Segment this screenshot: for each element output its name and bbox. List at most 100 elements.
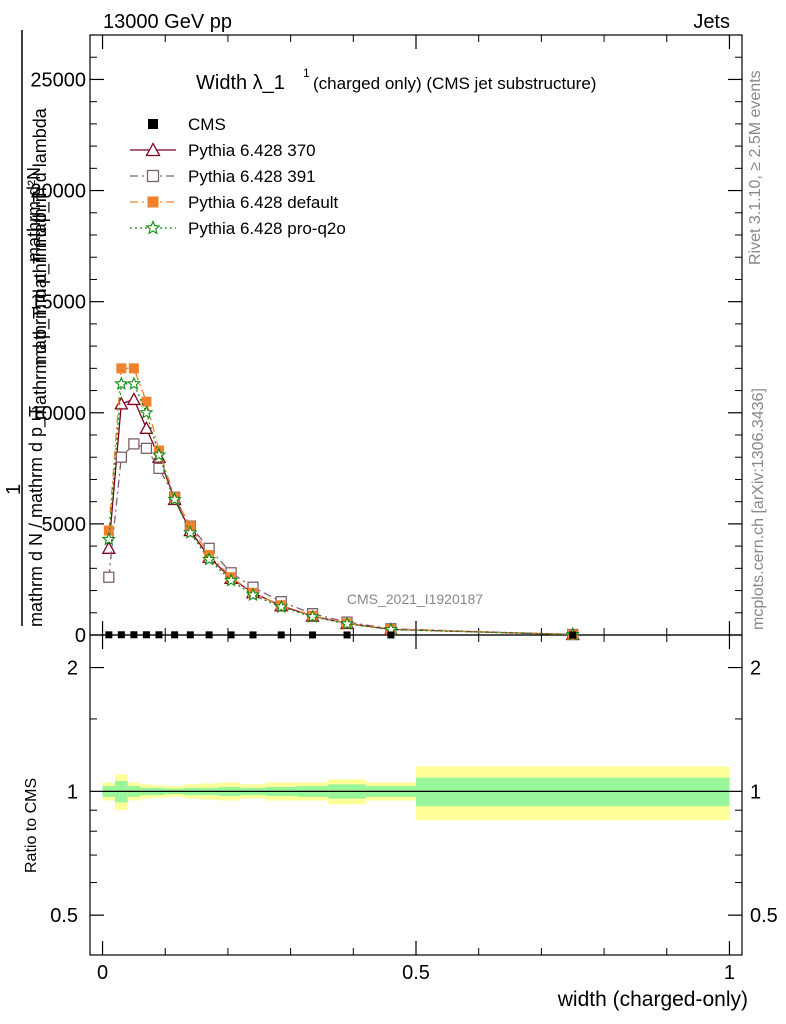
mcplots-label: mcplots.cern.ch [arXiv:1306.3436] [750, 388, 767, 630]
data-point [186, 631, 194, 639]
data-point [105, 631, 113, 639]
upper-ylabel: mathrm d²N mathrm d p_T mathrm d lambda … [3, 30, 51, 627]
data-point [274, 599, 289, 614]
ratio-ytick-label: 2 [67, 658, 78, 680]
data-point [227, 631, 235, 639]
data-point [126, 392, 141, 406]
ratio-axis-ticks: 0.5 0.5 1 1 2 2 [50, 658, 778, 928]
legend-entry: Pythia 6.428 391 [130, 167, 316, 186]
data-point [339, 616, 355, 630]
legend: CMS Pythia 6.428 370 Pythia 6.428 391 Pythi… [130, 115, 346, 238]
series-line [108, 398, 573, 636]
data-point [103, 525, 114, 536]
legend-marker [145, 220, 161, 235]
legend-label: Pythia 6.428 default [188, 193, 339, 212]
data-point [569, 631, 577, 639]
legend-marker [146, 169, 160, 183]
data-point [167, 491, 182, 506]
xtick-label: 0.5 [402, 962, 430, 984]
upper-ytick-label: 25000 [30, 69, 86, 91]
title-suffix: (charged only) (CMS jet substructure) [313, 74, 596, 93]
legend-marker [145, 142, 161, 157]
data-point [183, 525, 198, 539]
xlabel: width (charged-only) [557, 988, 748, 1011]
data-point [277, 631, 285, 639]
data-point [117, 631, 125, 639]
ylabel-den-line2: mathrm d p_T mathrm d p_T [30, 191, 51, 420]
series-layer [101, 363, 580, 641]
data-point [141, 396, 152, 407]
ratio-ytick-label-right: 2 [750, 658, 761, 680]
ratio-ytick-label-right: 1 [750, 781, 761, 803]
upper-ytick-label: 5000 [42, 514, 87, 536]
legend-entry: Pythia 6.428 370 [130, 141, 316, 160]
data-point [205, 631, 213, 639]
ylabel-den-line1: mathrm d N / mathrm d p_T [26, 406, 47, 627]
data-point [130, 631, 138, 639]
data-point [224, 573, 239, 587]
ratio-ytick-label: 1 [67, 781, 78, 803]
header-right: Jets [693, 11, 730, 33]
series-pythia-6-428-370 [101, 392, 580, 641]
data-point [249, 631, 257, 639]
title-superscript: 1 [303, 66, 310, 80]
data-point [151, 447, 167, 462]
legend-label: Pythia 6.428 pro-q2o [188, 219, 346, 238]
legend-label: Pythia 6.428 370 [188, 141, 316, 160]
title-main: Width λ_1 [196, 72, 285, 94]
data-point [139, 420, 154, 434]
data-point [128, 363, 139, 374]
ratio-ytick-label-right: 0.5 [750, 905, 778, 927]
series-pythia-6-428-391 [103, 438, 579, 641]
data-point [245, 587, 261, 602]
data-point [305, 609, 320, 623]
data-point [202, 551, 217, 566]
data-point [140, 442, 153, 454]
header-left: 13000 GeV pp [103, 11, 232, 33]
xtick-label: 1 [724, 962, 735, 984]
data-point [142, 631, 150, 639]
legend-label: CMS [188, 115, 226, 134]
data-point [126, 376, 141, 390]
data-point [101, 531, 116, 546]
ratio-ylabel: Ratio to CMS [23, 778, 40, 873]
data-point [309, 631, 317, 639]
data-point [153, 462, 165, 474]
data-point [155, 631, 163, 639]
ratio-bands [102, 766, 730, 821]
xtick-label: 0 [97, 962, 108, 984]
data-point [114, 376, 129, 390]
data-point [116, 363, 127, 374]
data-point [139, 405, 154, 419]
data-point [101, 540, 116, 554]
legend-marker [148, 119, 158, 129]
legend-label: Pythia 6.428 391 [188, 167, 316, 186]
ylabel-num-line1: mathrm d²N [24, 167, 44, 262]
upper-ytick-label: 10000 [30, 403, 86, 425]
legend-entry: CMS [148, 115, 226, 134]
legend-entry: Pythia 6.428 pro-q2o [130, 219, 346, 238]
plot-title: Width λ_1 1 (charged only) (CMS jet subs… [196, 66, 596, 94]
data-point [387, 631, 395, 639]
rivet-label: Rivet 3.1.10, ≥ 2.5M events [747, 70, 764, 265]
upper-axis-ticks: 0 5000 10000 15000 20000 25000 [30, 56, 742, 647]
ylabel-num-line2: mathrm d p_T mathrm d lambda [30, 107, 51, 365]
watermark: CMS_2021_I1920187 [347, 591, 483, 607]
data-point [343, 631, 351, 639]
series-line [108, 383, 573, 636]
data-point [128, 438, 140, 450]
upper-ytick-label: 15000 [30, 292, 86, 314]
legend-entry: Pythia 6.428 default [130, 193, 339, 212]
series-cms [105, 631, 577, 639]
data-point [115, 451, 127, 463]
series-line [108, 443, 573, 636]
x-axis-ticks: 0 0.5 1 [97, 35, 735, 984]
upper-ytick-label: 20000 [30, 181, 86, 203]
data-point [103, 571, 115, 583]
data-point [171, 631, 179, 639]
upper-ytick-label: 0 [75, 625, 86, 647]
data-point [114, 396, 129, 410]
series-pythia-6-428-pro-q2o [101, 376, 580, 641]
ylabel-prefix: 1 [3, 484, 25, 495]
